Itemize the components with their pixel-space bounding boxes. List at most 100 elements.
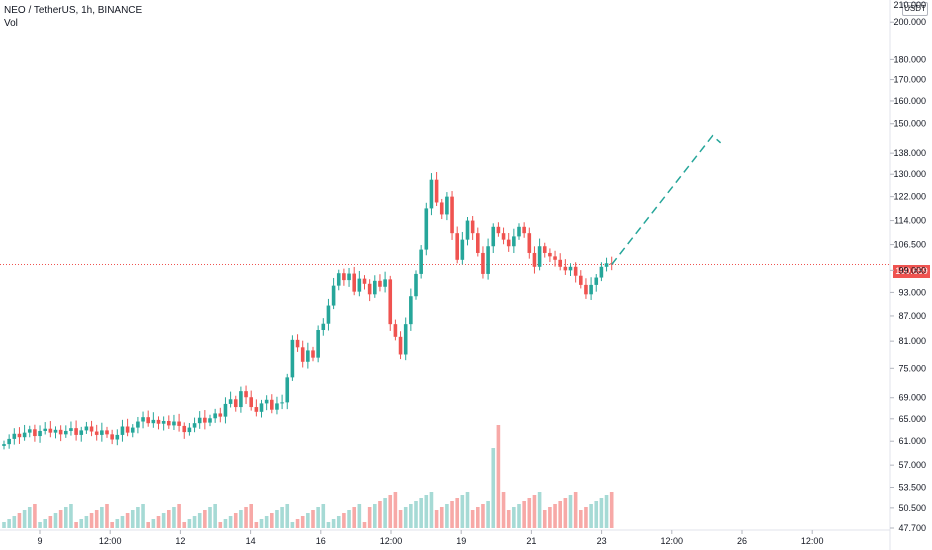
volume-bar [115,519,120,528]
volume-bar [12,516,17,528]
candle-body [27,429,32,433]
candle-body [542,246,547,253]
candle-body [79,430,84,435]
candle-body [244,391,248,398]
candle-body [146,417,150,424]
candle-body [120,426,125,435]
volume-bar [125,513,130,528]
candle-body [537,246,542,267]
candle-body [136,421,140,428]
volume-bar [156,516,161,528]
volume-bar [38,522,42,528]
volume-bar [429,492,434,528]
candle-body [53,429,58,433]
candle-body [434,179,439,203]
candle-body [398,336,403,355]
volume-bar [362,522,367,528]
volume-bar [321,504,326,528]
volume-bar [172,507,176,528]
candle-body [300,347,305,362]
volume-bar [393,492,398,528]
candle-body [43,428,47,431]
candle-body [197,417,202,424]
volume-bar [43,519,47,528]
volume-bar [120,516,125,528]
volume-bar [300,516,305,528]
candle-body [249,397,253,408]
candle-body [264,399,269,404]
candle-body [239,391,243,408]
candle-body [367,283,372,295]
volume-bar [105,504,109,528]
candle-body [295,339,300,348]
candle-body [177,421,181,426]
volume-bar [439,507,444,528]
candle-body [455,233,459,260]
candle-body [527,233,532,253]
candle-body [445,196,449,215]
price-tick-label: 61.000 [898,436,926,446]
candle-body [316,330,320,358]
candle-body [409,296,413,325]
volume-label: Vol [4,18,18,29]
volume-bar [218,522,223,528]
volume-bar [223,519,228,528]
volume-bar [383,498,387,528]
candle-body [105,430,109,435]
volume-bar [491,448,496,528]
price-tick-label: 130.000 [893,169,926,179]
volume-bar [465,492,470,528]
price-tick-label: 114.000 [894,216,926,226]
volume-bar [542,510,547,528]
volume-bar [161,513,166,528]
volume-bar [58,510,63,528]
volume-bar [280,507,284,528]
volume-bar [249,504,253,528]
candle-body [496,226,501,234]
candle-body [311,350,315,358]
candle-body [481,252,485,274]
time-tick-label: 23 [597,536,607,546]
candle-body [383,279,387,287]
volume-bar [336,516,341,528]
last-price-badge: 100.659 [893,265,930,278]
candle-body [228,399,233,404]
candle-body [439,202,444,215]
currency-selector[interactable]: USDT [902,2,928,16]
candle-body [419,249,423,274]
candle-body [187,427,192,433]
volume-bar [64,507,68,528]
candle-body [203,417,207,423]
candle-body [563,266,568,271]
volume-bar [187,519,192,528]
volume-bar [398,510,403,528]
volume-bar [48,516,53,528]
candle-body [553,256,557,260]
candle-body [33,429,37,437]
candle-body [125,426,130,433]
volume-bar [33,504,37,528]
candle-body [172,421,176,426]
volume-bar [409,504,413,528]
time-tick-label: 12:00 [661,536,684,546]
price-tick-label: 210.000 [893,0,926,10]
candle-body [403,324,408,355]
volume-bar [481,504,485,528]
candle-body [306,350,310,362]
chart-legend: NEO / TetherUS, 1h, BINANCE Vol [4,4,142,30]
time-tick-label: 12:00 [801,536,824,546]
candle-body [254,407,259,412]
candle-body [290,339,295,378]
volume-bar [573,492,578,528]
volume-bar [177,504,181,528]
candle-body [589,284,593,295]
candle-body [388,279,393,325]
volume-bar [79,519,84,528]
time-tick-label: 9 [37,536,42,546]
volume-bar [239,510,243,528]
candle-body [429,179,434,209]
price-tick-label: 160.000 [893,96,926,106]
candle-body [512,236,516,247]
candle-body [594,277,599,285]
